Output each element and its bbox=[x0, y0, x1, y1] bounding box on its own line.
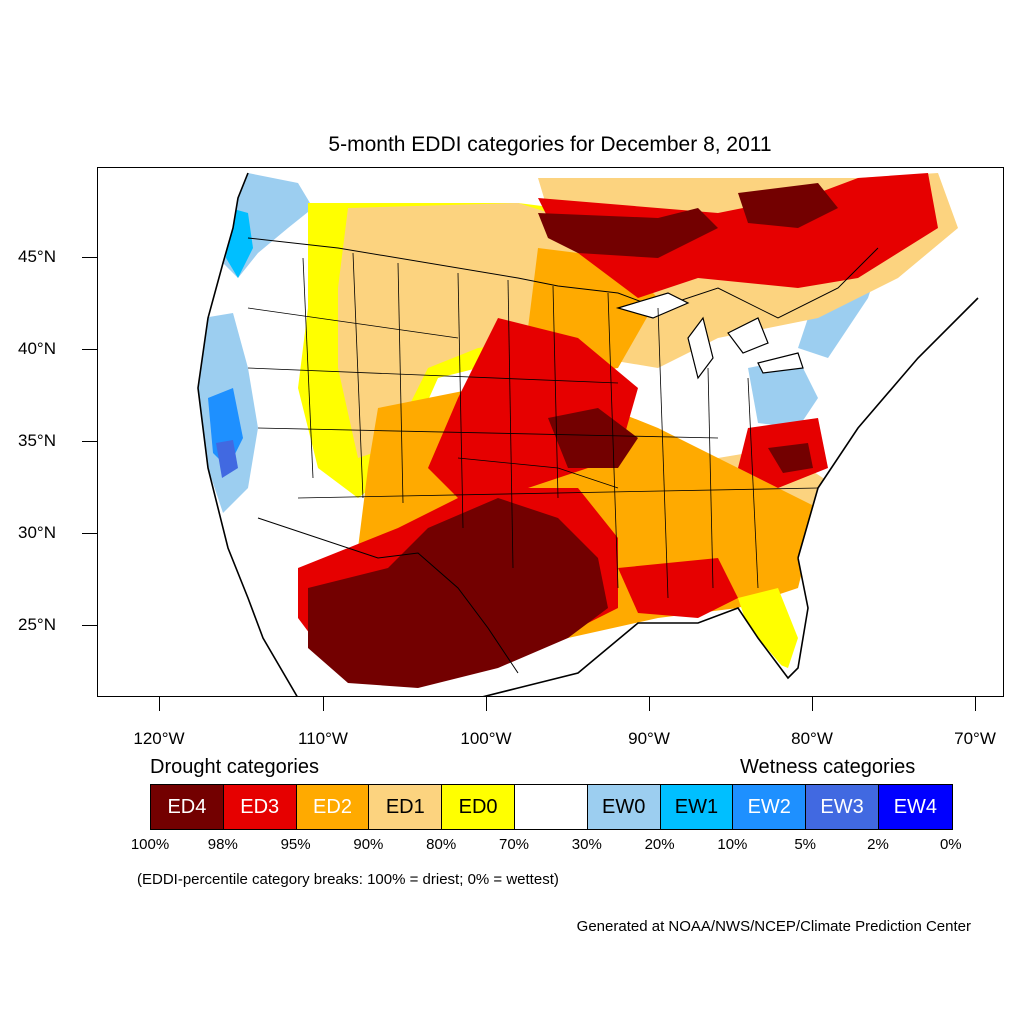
lon-label-120: 120°W bbox=[133, 729, 185, 748]
region-ed4-kansas bbox=[548, 408, 638, 468]
lon-label-80: 80°W bbox=[791, 729, 833, 748]
category-note: (EDDI-percentile category breaks: 100% =… bbox=[137, 871, 559, 888]
legend-box-ed1: ED1 bbox=[369, 785, 443, 829]
region-ed4-quebec bbox=[738, 183, 838, 228]
map-frame bbox=[97, 167, 1004, 697]
legend-box-neutral bbox=[514, 785, 588, 829]
ocean-gulf bbox=[486, 608, 798, 696]
legend-box-ew0: EW0 bbox=[587, 785, 661, 829]
lat-tick-40 bbox=[82, 349, 97, 350]
lat-label-45: 45°N bbox=[18, 247, 56, 266]
lat-label-30: 30°N bbox=[18, 523, 56, 542]
lon-tick-110 bbox=[323, 697, 324, 711]
great-lakes bbox=[615, 292, 804, 380]
state-lines bbox=[247, 252, 819, 599]
lon-label-110: 110°W bbox=[298, 729, 348, 748]
lon-tick-120 bbox=[159, 697, 160, 711]
lon-label-100: 100°W bbox=[460, 729, 512, 748]
region-florida bbox=[738, 588, 798, 668]
legend-wetness-heading: Wetness categories bbox=[740, 756, 916, 778]
border-canada bbox=[247, 237, 879, 319]
legend-box-ed2: ED2 bbox=[296, 785, 370, 829]
ocean-pacific bbox=[98, 168, 297, 696]
lat-tick-30 bbox=[82, 533, 97, 534]
legend-percentile-label: 90% bbox=[353, 836, 384, 853]
coastline bbox=[197, 172, 979, 696]
lon-tick-70 bbox=[975, 697, 976, 711]
lat-tick-35 bbox=[82, 441, 97, 442]
legend-percentile-label: 30% bbox=[571, 836, 602, 853]
legend-drought-heading: Drought categories bbox=[150, 756, 319, 778]
region-ed3-gulf bbox=[618, 558, 738, 618]
legend-box-ew2: EW2 bbox=[733, 785, 807, 829]
lon-label-70: 70°W bbox=[954, 729, 996, 748]
region-wet-ohio bbox=[748, 358, 818, 428]
region-ed3-great-lakes bbox=[538, 173, 938, 298]
legend-box-ed3: ED3 bbox=[223, 785, 297, 829]
lat-label-25: 25°N bbox=[18, 615, 56, 634]
legend-box-ew4: EW4 bbox=[878, 785, 952, 829]
region-wet-cal3 bbox=[216, 440, 238, 478]
legend-box-ew3: EW3 bbox=[806, 785, 879, 829]
legend-percentile-label: 70% bbox=[498, 836, 530, 853]
map-title: 5-month EDDI categories for December 8, … bbox=[328, 133, 772, 156]
credit-line: Generated at NOAA/NWS/NCEP/Climate Predi… bbox=[576, 918, 971, 935]
legend-percentile-label: 10% bbox=[717, 836, 748, 853]
lon-tick-90 bbox=[649, 697, 650, 711]
eddi-map bbox=[98, 168, 1003, 696]
ocean-atlantic bbox=[798, 233, 1003, 696]
legend-percentile-label: 100% bbox=[130, 836, 170, 853]
legend-percentile-label: 20% bbox=[644, 836, 675, 853]
legend-percentile-label: 0% bbox=[939, 836, 962, 853]
legend-box-ed4: ED4 bbox=[151, 785, 224, 829]
region-ed4-carolina bbox=[768, 443, 813, 473]
legend-percentile-label: 95% bbox=[280, 836, 311, 853]
legend-percentile-label: 5% bbox=[794, 836, 817, 853]
legend-box-ew1: EW1 bbox=[660, 785, 734, 829]
lat-label-35: 35°N bbox=[18, 431, 56, 450]
legend-percentile-label: 2% bbox=[867, 836, 889, 853]
lat-tick-25 bbox=[82, 625, 97, 626]
legend-percentile-label: 98% bbox=[207, 836, 238, 853]
lat-tick-45 bbox=[82, 257, 97, 258]
lon-label-90: 90°W bbox=[628, 729, 670, 748]
legend-percentile-label: 80% bbox=[426, 836, 457, 853]
legend-box-ed0: ED0 bbox=[442, 785, 515, 829]
lon-tick-100 bbox=[486, 697, 487, 711]
region-ed4-texas bbox=[308, 498, 608, 688]
legend-bar: ED4 ED3 ED2 ED1 ED0 EW0 EW1 EW2 EW3 EW4 bbox=[150, 784, 953, 830]
border-mexico bbox=[257, 517, 519, 674]
region-ed4-northeast bbox=[538, 208, 718, 258]
lat-label-40: 40°N bbox=[18, 339, 56, 358]
lon-tick-80 bbox=[812, 697, 813, 711]
